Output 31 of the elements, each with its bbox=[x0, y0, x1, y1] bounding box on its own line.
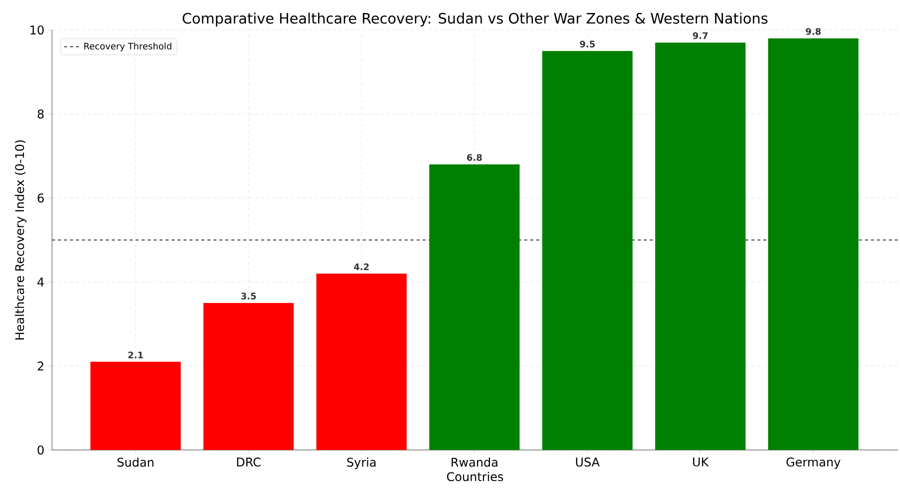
y-tick-label: 2 bbox=[38, 362, 44, 370]
y-tick-label: 0 bbox=[38, 445, 44, 455]
x-axis-title: Countries bbox=[447, 472, 504, 482]
y-tick-label: 4 bbox=[37, 278, 44, 286]
x-tick-label: Germany bbox=[786, 458, 840, 469]
x-tick-label: Sudan bbox=[118, 458, 154, 467]
y-tick-label: 8 bbox=[38, 109, 44, 119]
data-label: 9.8 bbox=[806, 28, 821, 35]
x-tick-label: Syria bbox=[347, 458, 376, 470]
y-axis-title: Healthcare Recovery Index (0-10) bbox=[14, 140, 26, 340]
x-tick-label: USA bbox=[576, 458, 600, 467]
chart-title: Comparative Healthcare Recovery: Sudan vs Other War Zones & Western Nations bbox=[182, 12, 768, 26]
x-tick-label: DRC bbox=[237, 458, 261, 467]
bar bbox=[768, 38, 858, 450]
bar bbox=[316, 274, 407, 450]
data-label: 6.8 bbox=[467, 154, 482, 161]
x-tick-label: Rwanda bbox=[452, 458, 498, 467]
data-label: 3.5 bbox=[241, 292, 256, 300]
bar bbox=[429, 164, 520, 450]
bar bbox=[542, 50, 633, 450]
y-tick-label: 10 bbox=[30, 25, 44, 35]
data-label: 9.5 bbox=[580, 40, 595, 48]
y-tick-label: 6 bbox=[38, 193, 44, 203]
bar bbox=[655, 42, 746, 450]
bar bbox=[203, 302, 294, 450]
legend-label: Recovery Threshold bbox=[84, 42, 172, 52]
data-label: 9.7 bbox=[692, 32, 708, 40]
data-label: 4.2 bbox=[354, 263, 369, 270]
data-label: 2.1 bbox=[128, 352, 143, 358]
bar bbox=[90, 362, 181, 450]
x-tick-label: UK bbox=[693, 458, 709, 466]
